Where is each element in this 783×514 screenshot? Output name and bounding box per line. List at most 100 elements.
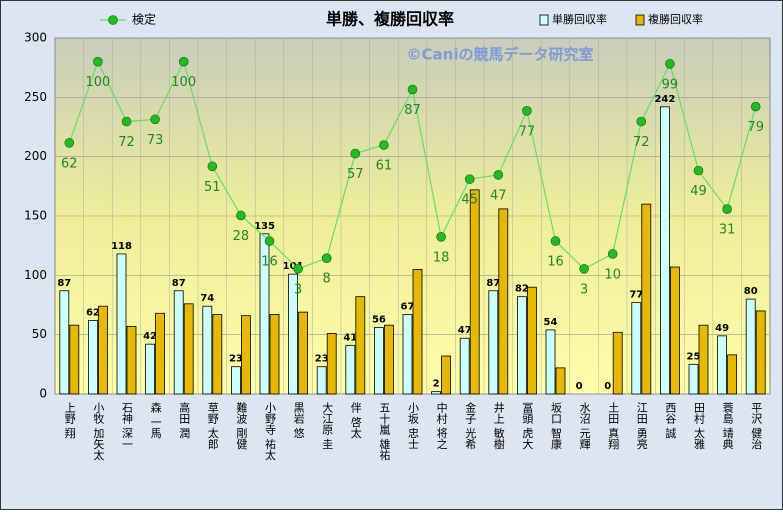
bar bbox=[173, 290, 184, 395]
x-tick-label: 田村 太雅 bbox=[693, 402, 706, 450]
bar bbox=[745, 298, 756, 395]
line-label: 57 bbox=[347, 167, 364, 182]
bar bbox=[145, 343, 156, 395]
line-label: 72 bbox=[118, 135, 135, 150]
line-label: 79 bbox=[747, 120, 764, 135]
bar bbox=[298, 311, 309, 395]
line-marker bbox=[264, 236, 275, 246]
bar bbox=[698, 324, 709, 395]
line-marker bbox=[522, 106, 532, 116]
value-label: 82 bbox=[515, 284, 529, 295]
y-tick-label: 300 bbox=[24, 31, 47, 45]
x-tick-label: 土田 真翔 bbox=[607, 402, 620, 450]
line-label: 45 bbox=[461, 193, 478, 208]
chart-title: 単勝、複勝回収率 bbox=[326, 10, 454, 29]
bar bbox=[355, 296, 366, 395]
line-label: 3 bbox=[294, 282, 302, 297]
x-tick-label: 冨頭 虎大 bbox=[521, 402, 534, 450]
value-label: 23 bbox=[229, 354, 243, 365]
line-label: 87 bbox=[404, 103, 421, 118]
value-label: 87 bbox=[486, 278, 500, 289]
line-label: 3 bbox=[580, 282, 588, 297]
x-tick-label: 五十嵐 雄祐 bbox=[378, 402, 391, 461]
legend-marker bbox=[108, 15, 118, 25]
legend-swatch bbox=[635, 14, 645, 26]
x-tick-label: 伴 啓太 bbox=[349, 402, 362, 439]
x-tick-label: 森 一馬 bbox=[149, 401, 162, 439]
bar bbox=[727, 354, 737, 395]
bar bbox=[755, 310, 766, 395]
bar bbox=[498, 208, 509, 395]
value-label: 56 bbox=[372, 315, 386, 326]
line-marker bbox=[722, 204, 732, 214]
line-label: 72 bbox=[633, 135, 650, 150]
x-tick-label: 石神 深一 bbox=[121, 402, 134, 450]
x-tick-label: 平沢 健治 bbox=[750, 402, 763, 450]
bar bbox=[670, 266, 680, 395]
bar bbox=[316, 366, 327, 395]
value-label: 87 bbox=[57, 278, 71, 289]
bar bbox=[288, 273, 299, 395]
bar bbox=[488, 290, 499, 395]
line-marker bbox=[121, 116, 132, 127]
bar bbox=[555, 367, 566, 395]
line-label: 73 bbox=[147, 133, 164, 148]
bar bbox=[326, 333, 337, 395]
value-label: 25 bbox=[687, 351, 701, 362]
line-marker bbox=[379, 140, 389, 150]
bar bbox=[240, 315, 251, 395]
line-label: 16 bbox=[261, 255, 278, 270]
line-label: 47 bbox=[490, 188, 507, 203]
line-marker bbox=[665, 59, 675, 69]
line-marker bbox=[150, 114, 160, 125]
value-label: 0 bbox=[576, 381, 583, 392]
y-tick-label: 0 bbox=[39, 387, 47, 401]
value-label: 0 bbox=[604, 381, 611, 392]
bar bbox=[459, 337, 470, 395]
bar bbox=[431, 391, 442, 395]
line-marker bbox=[550, 236, 561, 246]
value-label: 41 bbox=[343, 332, 357, 343]
bar bbox=[402, 314, 413, 395]
line-label: 61 bbox=[376, 158, 393, 173]
bar bbox=[259, 233, 270, 395]
x-tick-label: 草野 太郎 bbox=[206, 402, 219, 450]
line-label: 31 bbox=[719, 223, 736, 238]
line-marker bbox=[178, 56, 189, 67]
bar bbox=[545, 329, 556, 395]
x-tick-label: 大江原 圭 bbox=[321, 401, 334, 450]
bar bbox=[230, 366, 241, 395]
bar bbox=[202, 305, 213, 395]
x-tick-label: 江田 勇亮 bbox=[635, 402, 648, 450]
x-tick-label: 高田 潤 bbox=[178, 401, 191, 439]
line-marker bbox=[293, 264, 303, 274]
x-tick-label: 難波 剛健 bbox=[235, 402, 248, 450]
line-marker bbox=[350, 148, 361, 159]
x-tick-label: 水沼 元輝 bbox=[578, 402, 591, 450]
line-marker bbox=[93, 56, 103, 67]
value-label: 87 bbox=[172, 278, 186, 289]
line-marker bbox=[321, 253, 332, 263]
line-marker bbox=[436, 232, 446, 242]
bar bbox=[631, 302, 642, 395]
x-tick-label: 小坂 忠士 bbox=[407, 402, 420, 450]
bar bbox=[412, 268, 423, 395]
value-label: 42 bbox=[143, 331, 157, 342]
value-label: 74 bbox=[200, 293, 214, 304]
bar bbox=[517, 296, 527, 395]
line-label: 8 bbox=[323, 272, 331, 287]
legend-label: 単勝回収率 bbox=[552, 12, 607, 26]
line-marker bbox=[493, 170, 504, 180]
value-label: 54 bbox=[544, 317, 558, 328]
bar bbox=[441, 355, 452, 395]
x-tick-label: 坂口 智康 bbox=[550, 402, 563, 450]
x-tick-label: 西谷 誠 bbox=[664, 402, 677, 439]
line-marker bbox=[207, 161, 218, 172]
bar bbox=[373, 327, 384, 395]
line-label: 99 bbox=[662, 77, 679, 92]
y-tick-label: 100 bbox=[24, 268, 47, 282]
bar bbox=[126, 325, 137, 395]
y-tick-label: 50 bbox=[32, 327, 47, 341]
value-label: 67 bbox=[401, 301, 415, 312]
